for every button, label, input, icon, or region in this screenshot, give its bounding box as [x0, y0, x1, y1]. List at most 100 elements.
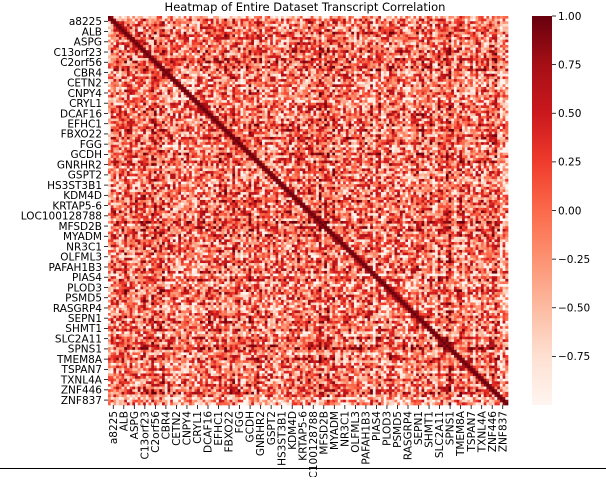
heatmap-cell [486, 50, 489, 53]
heatmap-cell [108, 103, 111, 106]
heatmap-cell [294, 55, 297, 58]
heatmap-cell [178, 34, 181, 37]
heatmap-cell [316, 79, 319, 82]
heatmap-cell [238, 79, 241, 82]
heatmap-cell [446, 84, 449, 87]
heatmap-cell [165, 50, 168, 53]
heatmap-cell [400, 84, 403, 87]
heatmap-cell [224, 16, 227, 19]
heatmap-cell [319, 16, 322, 19]
heatmap-cell [427, 42, 430, 45]
heatmap-cell [257, 100, 260, 103]
heatmap-cell [122, 21, 125, 24]
heatmap-cell [330, 19, 333, 22]
heatmap-cell [316, 95, 319, 98]
heatmap-cell [286, 21, 289, 24]
heatmap-cell [273, 100, 276, 103]
heatmap-cell [289, 58, 292, 61]
heatmap-cell [419, 21, 422, 24]
heatmap-cell [324, 97, 327, 100]
heatmap-cell [178, 82, 181, 85]
heatmap-cell [108, 100, 111, 103]
heatmap-cell [459, 42, 462, 45]
heatmap-cell [346, 82, 349, 85]
heatmap-cell [249, 100, 252, 103]
heatmap-cell [127, 103, 130, 106]
heatmap-cell [419, 42, 422, 45]
heatmap-cell [224, 29, 227, 32]
heatmap-cell [254, 19, 257, 22]
heatmap-cell [303, 55, 306, 58]
heatmap-cell [281, 84, 284, 87]
heatmap-cell [281, 24, 284, 27]
heatmap-cell [211, 84, 214, 87]
heatmap-cell [332, 66, 335, 69]
heatmap-cell [300, 24, 303, 27]
heatmap-cell [478, 32, 481, 35]
heatmap-cell [178, 42, 181, 45]
heatmap-cell [316, 40, 319, 43]
heatmap-cell [151, 95, 154, 98]
heatmap-cell [435, 16, 438, 19]
heatmap-cell [454, 50, 457, 53]
heatmap-cell [397, 37, 400, 40]
heatmap-cell [122, 61, 125, 64]
heatmap-cell [124, 21, 127, 24]
heatmap-cell [219, 97, 222, 100]
heatmap-cell [238, 50, 241, 53]
heatmap-cell [159, 34, 162, 37]
heatmap-cell [357, 97, 360, 100]
heatmap-cell [422, 95, 425, 98]
heatmap-cell [330, 63, 333, 66]
heatmap-cell [176, 42, 179, 45]
heatmap-cell [270, 27, 273, 30]
heatmap-cell [340, 84, 343, 87]
heatmap-cell [284, 103, 287, 106]
heatmap-cell [159, 29, 162, 32]
heatmap-cell [238, 69, 241, 72]
heatmap-cell [349, 82, 352, 85]
heatmap-cell [459, 24, 462, 27]
heatmap-cell [413, 97, 416, 100]
heatmap-cell [243, 16, 246, 19]
heatmap-cell [316, 61, 319, 64]
heatmap-cell [408, 63, 411, 66]
heatmap-cell [119, 71, 122, 74]
heatmap-cell [408, 71, 411, 74]
heatmap-cell [173, 92, 176, 95]
heatmap-cell [265, 24, 268, 27]
heatmap-cell [257, 74, 260, 77]
heatmap-cell [357, 32, 360, 35]
heatmap-cell [373, 48, 376, 51]
heatmap-cell [167, 95, 170, 98]
heatmap-cell [386, 90, 389, 93]
heatmap-cell [411, 58, 414, 61]
heatmap-cell [200, 103, 203, 106]
heatmap-cell [459, 27, 462, 30]
heatmap-cell [481, 92, 484, 95]
heatmap-cell [194, 92, 197, 95]
heatmap-cell [351, 90, 354, 93]
heatmap-cell [362, 76, 365, 79]
heatmap-cell [167, 76, 170, 79]
heatmap-cell [332, 69, 335, 72]
heatmap-cell [470, 21, 473, 24]
heatmap-cell [389, 55, 392, 58]
heatmap-cell [343, 69, 346, 72]
heatmap-cell [276, 34, 279, 37]
heatmap-cell [140, 53, 143, 56]
heatmap-cell [292, 32, 295, 35]
heatmap-cell [294, 16, 297, 19]
heatmap-cell [451, 21, 454, 24]
heatmap-cell [189, 34, 192, 37]
heatmap-cell [178, 84, 181, 87]
heatmap-cell [332, 95, 335, 98]
heatmap-cell [124, 24, 127, 27]
heatmap-cell [494, 66, 497, 69]
heatmap-cell [311, 27, 314, 30]
heatmap-cell [154, 29, 157, 32]
heatmap-cell [184, 40, 187, 43]
heatmap-cell [311, 48, 314, 51]
heatmap-cell [324, 53, 327, 56]
heatmap-cell [254, 84, 257, 87]
